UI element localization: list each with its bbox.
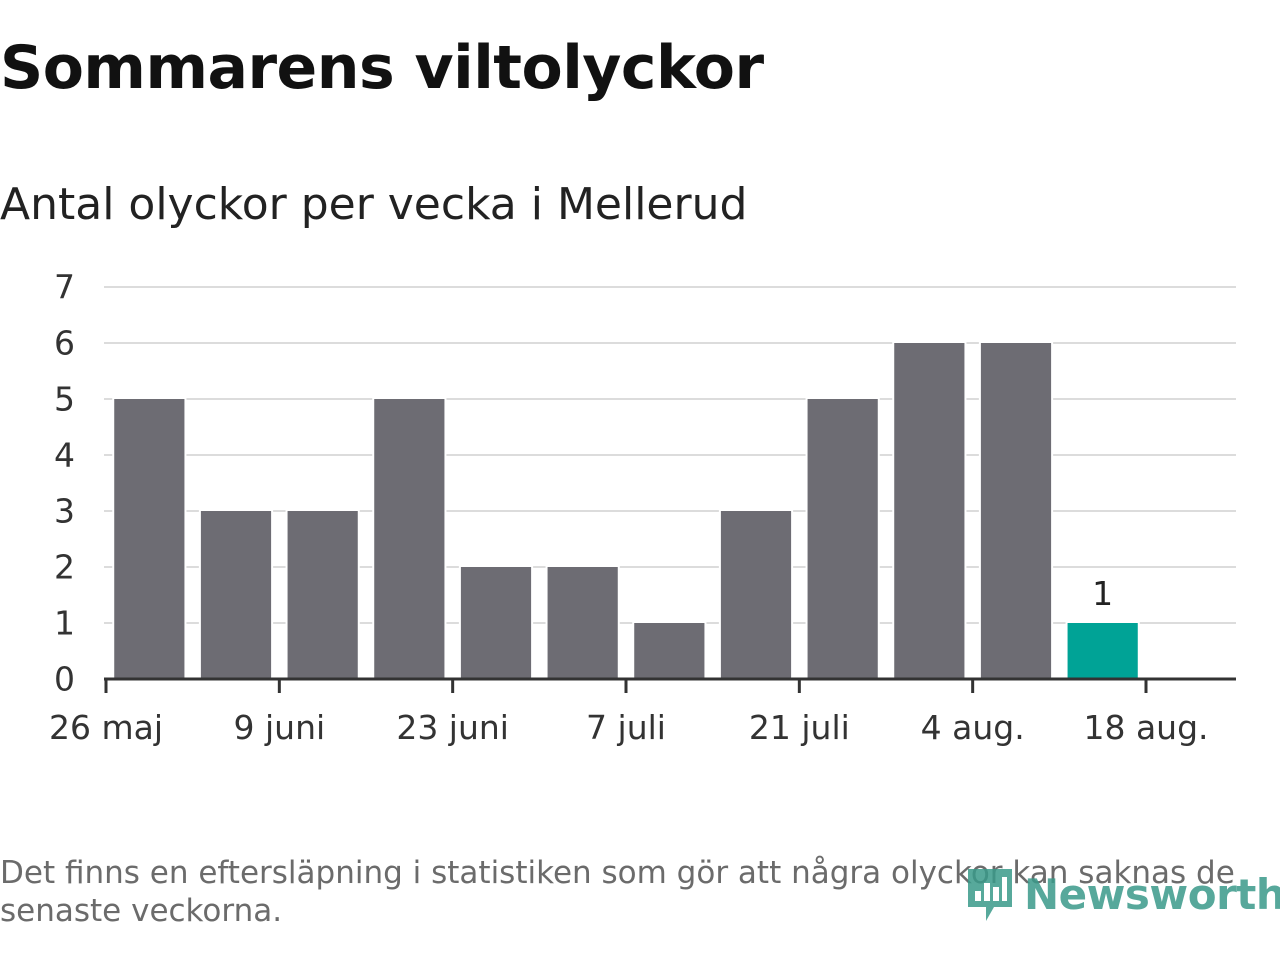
bar (632, 621, 707, 681)
bar (545, 565, 620, 681)
logo-text: Newsworthy (1024, 869, 1280, 919)
x-tick-label: 26 maj (49, 708, 163, 747)
footnote: Det finns en eftersläpning i statistiken… (0, 855, 1235, 929)
x-tick-label: 23 juni (396, 708, 509, 747)
y-tick-label: 5 (54, 380, 75, 419)
bar (112, 397, 187, 681)
y-tick-label: 6 (54, 324, 75, 363)
y-tick-label: 3 (54, 492, 75, 531)
data-label: 1 (1092, 574, 1113, 613)
bar (1065, 621, 1140, 681)
bar (718, 509, 794, 681)
x-tick-label: 4 aug. (921, 708, 1025, 747)
bar (805, 397, 880, 681)
gridlines (104, 286, 1236, 624)
newsworthy-logo: Newsworthy (964, 862, 1280, 926)
x-tick-label: 9 juni (234, 708, 326, 747)
axes (104, 677, 1236, 693)
bar (978, 341, 1054, 681)
y-tick-label: 4 (54, 436, 75, 475)
newsworthy-logo-icon (968, 869, 1012, 921)
y-tick-label: 1 (54, 604, 75, 643)
chart-title: Sommarens viltolyckor (0, 33, 764, 103)
x-tick-label: 18 aug. (1083, 708, 1208, 747)
y-tick-label: 2 (54, 548, 75, 587)
y-tick-label: 0 (54, 660, 75, 699)
bar (372, 397, 447, 681)
bar (892, 341, 967, 681)
labels: 0 1 2 3 4 5 6 7 1 26 maj 9 juni 23 juni 7 juli 21 jul… (49, 268, 1209, 748)
chart-subtitle: Antal olyckor per vecka i Mellerud (0, 179, 748, 230)
bars (112, 341, 1140, 681)
x-tick-label: 21 juli (749, 708, 850, 747)
bar-chart: 0 1 2 3 4 5 6 7 1 26 maj 9 juni 23 juni 7 juli 21 jul… (49, 268, 1236, 748)
bar (285, 509, 360, 681)
bar (458, 565, 534, 681)
bar (198, 509, 274, 681)
x-tick-label: 7 juli (586, 708, 666, 747)
y-tick-label: 7 (54, 268, 75, 307)
